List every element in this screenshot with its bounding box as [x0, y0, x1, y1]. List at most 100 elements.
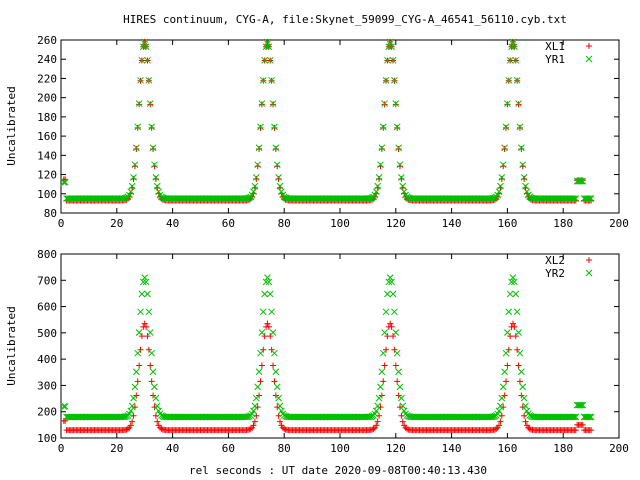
x-tick-label: 200: [609, 217, 629, 230]
x-tick-label: 0: [58, 442, 65, 455]
data-point-yr2: [586, 413, 594, 421]
data-point-xl2: [271, 378, 278, 385]
data-point-yr1: [375, 174, 383, 181]
data-point-yr1: [398, 174, 405, 181]
data-point-yr2: [146, 329, 154, 336]
data-point-yr2: [257, 349, 264, 357]
data-point-yr1: [587, 195, 595, 202]
data-point-yr1: [386, 38, 394, 46]
data-point-xl2: [144, 333, 151, 340]
data-point-yr1: [266, 56, 274, 64]
data-point-yr2: [393, 349, 401, 357]
data-point-yr2: [132, 368, 140, 376]
data-point-yr2: [517, 368, 525, 376]
data-point-yr1: [127, 188, 135, 196]
data-point-yr1: [392, 100, 400, 107]
data-point-yr2: [128, 402, 136, 410]
data-point-xl1: [392, 101, 399, 108]
legend-marker-xl2: [586, 257, 592, 263]
x-tick-label: 40: [166, 217, 179, 230]
data-point-xl2: [387, 320, 394, 327]
data-point-yr2: [262, 278, 270, 286]
data-point-xl1: [515, 101, 522, 108]
data-point-xl2: [127, 422, 134, 429]
data-point-xl2: [267, 333, 274, 340]
data-point-xl1: [148, 124, 155, 131]
data-point-xl1: [147, 101, 154, 108]
data-point-yr2: [259, 308, 267, 316]
data-point-yr2: [264, 274, 271, 282]
data-point-yr2: [258, 329, 266, 336]
data-point-yr1: [584, 195, 592, 202]
data-point-xl2: [281, 425, 288, 432]
data-point-yr2: [506, 290, 514, 298]
data-point-yr2: [265, 278, 273, 286]
data-point-xl2: [147, 362, 154, 369]
data-point-yr2: [522, 402, 529, 410]
data-point-yr2: [386, 274, 394, 282]
data-point-yr1: [272, 144, 280, 152]
legend-marker-xl1: [586, 43, 592, 49]
data-point-yr2: [139, 278, 147, 286]
data-point-yr1: [577, 177, 585, 185]
data-point-yr2: [508, 278, 515, 286]
data-point-xl2: [493, 425, 500, 432]
data-point-yr1: [252, 174, 260, 181]
data-point-xl2: [515, 362, 522, 369]
data-point-yr2: [141, 274, 149, 282]
top-data-points: [60, 38, 595, 204]
data-point-yr2: [372, 407, 380, 415]
data-point-yr2: [61, 403, 69, 410]
data-point-yr1: [269, 100, 277, 107]
data-point-xl2: [261, 333, 268, 340]
data-point-yr1: [498, 174, 506, 181]
data-point-yr1: [139, 43, 147, 51]
data-point-xl2: [392, 362, 399, 369]
data-point-xl2: [384, 333, 391, 340]
data-point-yr1: [506, 56, 514, 64]
x-tick-label: 180: [553, 217, 573, 230]
data-point-yr1: [388, 43, 395, 51]
data-point-xl1: [380, 124, 387, 131]
data-point-yr1: [135, 100, 143, 107]
data-point-xl2: [265, 323, 272, 330]
data-point-xl2: [496, 422, 503, 429]
data-point-xl2: [505, 346, 512, 353]
data-point-yr1: [382, 76, 390, 84]
data-point-yr2: [587, 413, 595, 421]
data-point-yr2: [576, 401, 584, 409]
data-point-yr1: [511, 43, 518, 51]
data-point-yr1: [520, 174, 528, 181]
y-tick-label: 240: [37, 53, 57, 66]
data-point-xl2: [129, 418, 136, 425]
data-point-yr2: [251, 402, 259, 410]
data-point-yr2: [145, 308, 153, 316]
data-point-yr2: [516, 349, 524, 357]
data-point-xl2: [260, 346, 267, 353]
data-point-xl2: [526, 425, 533, 432]
data-point-yr1: [586, 195, 594, 202]
data-point-yr1: [153, 182, 161, 190]
data-point-yr1: [385, 43, 393, 51]
data-point-yr2: [60, 403, 68, 410]
data-point-yr1: [519, 161, 527, 169]
data-point-yr1: [152, 174, 160, 181]
data-point-yr1: [504, 100, 511, 107]
data-point-yr1: [268, 76, 275, 84]
data-point-xl2: [380, 378, 387, 385]
data-point-yr1: [149, 144, 157, 152]
data-point-yr2: [276, 402, 284, 410]
data-point-yr1: [259, 76, 267, 84]
data-point-xl2: [579, 421, 586, 428]
data-point-yr1: [255, 144, 263, 152]
data-point-xl2: [512, 333, 519, 340]
data-point-yr2: [374, 402, 382, 410]
data-point-yr1: [381, 100, 388, 107]
data-point-yr1: [513, 76, 521, 84]
data-point-yr2: [271, 349, 278, 357]
x-tick-label: 100: [330, 217, 350, 230]
data-point-yr1: [395, 144, 402, 152]
data-point-yr1: [377, 161, 384, 169]
data-point-yr1: [396, 161, 404, 169]
y-tick-label: 700: [37, 274, 57, 287]
